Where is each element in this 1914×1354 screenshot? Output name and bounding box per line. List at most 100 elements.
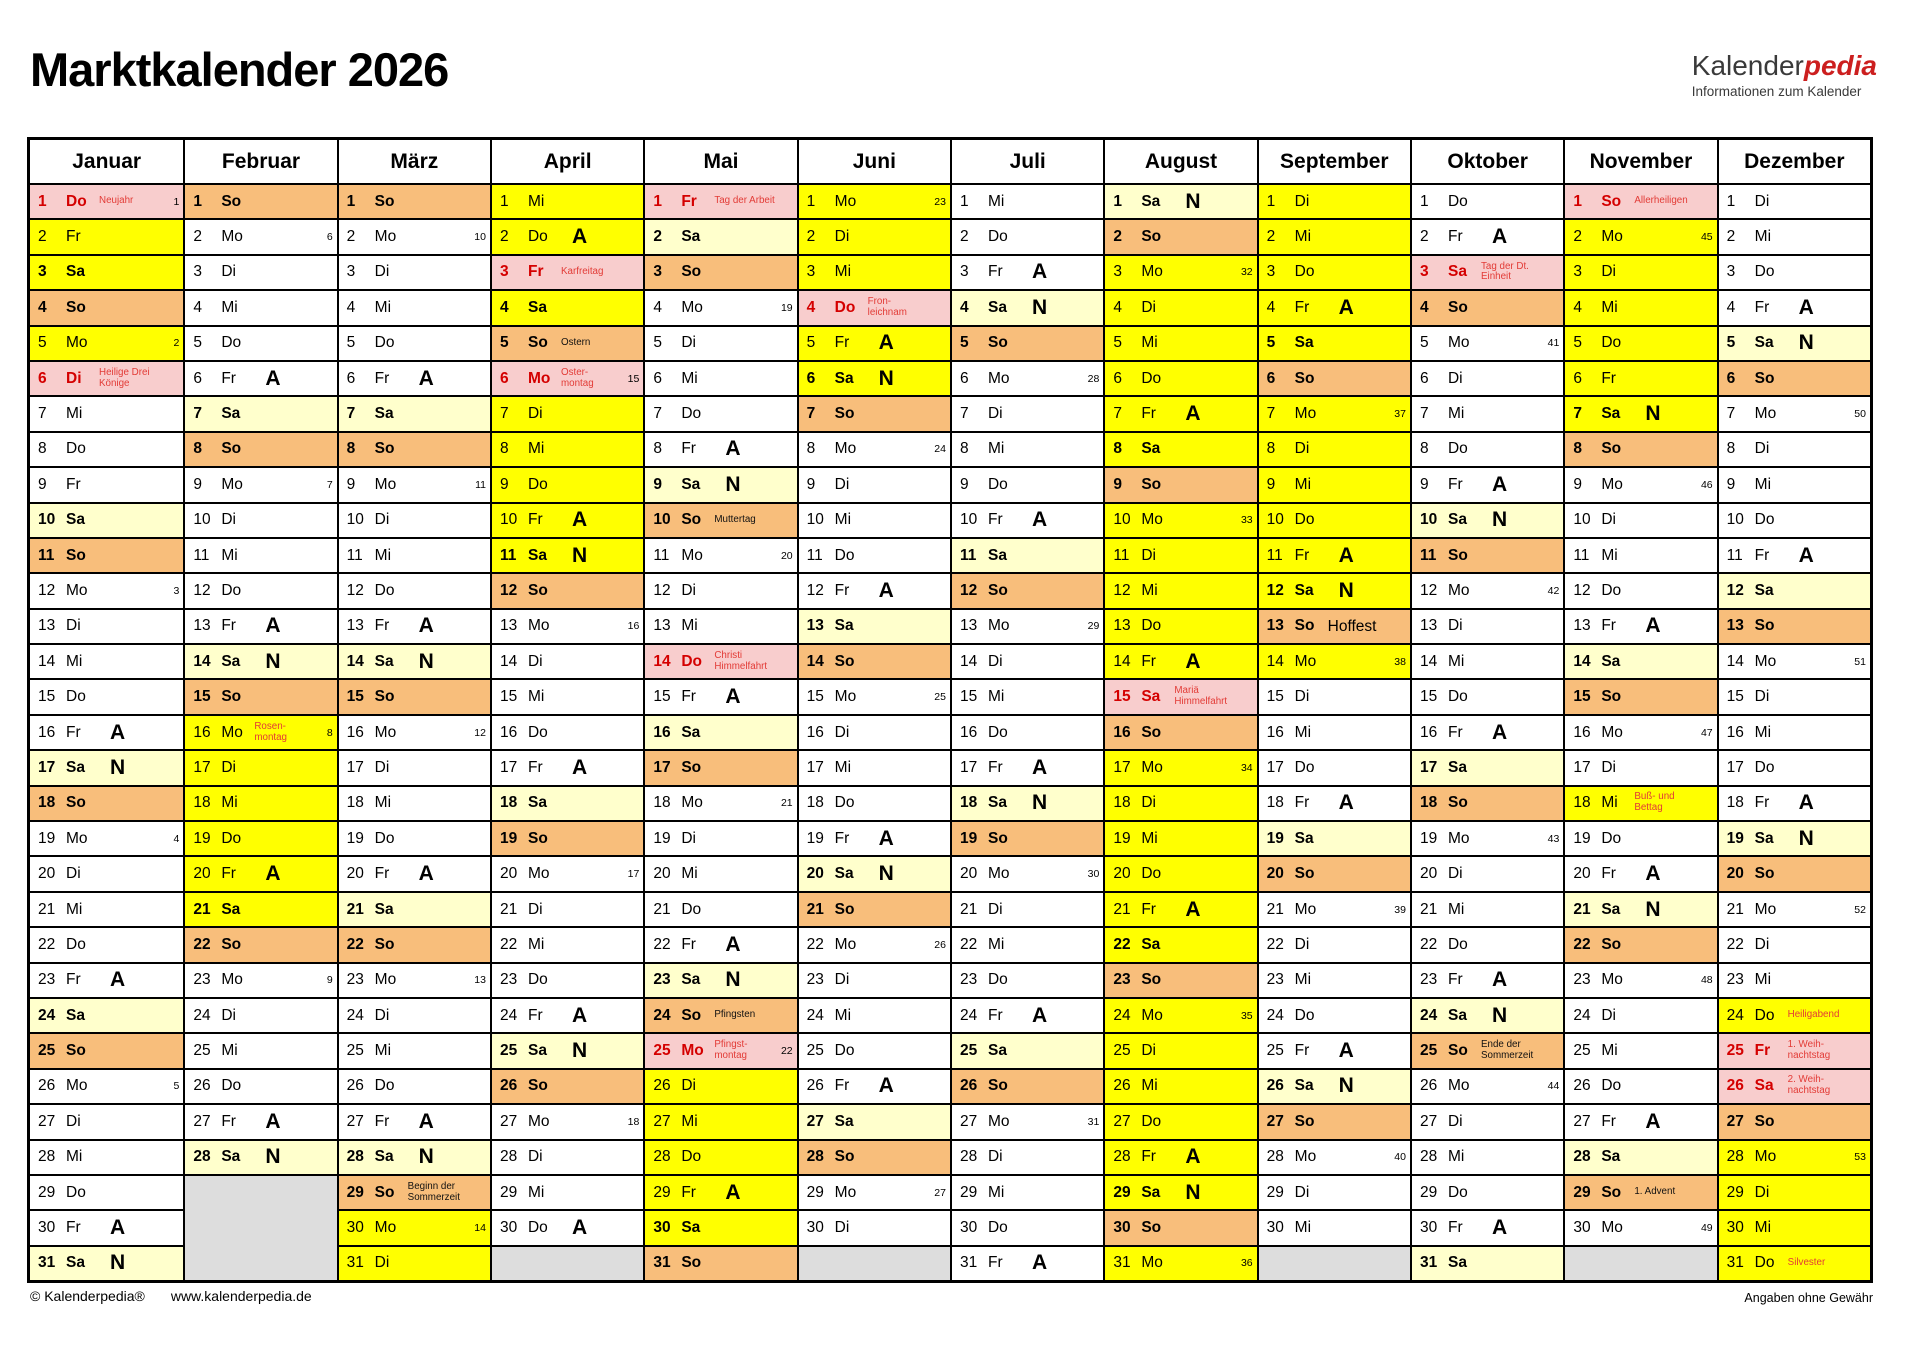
weekday-label: Sa [834,617,854,635]
month-column-dezember: Dezember 1 Di 2 Mi 3 Do 4 Fr A 5 Sa N 6 So 7 Mo 50 8 Di 9 Mi 1… [1716,140,1870,1281]
day-cell: 17 Mi [798,749,950,785]
day-number: 19 [193,829,211,847]
day-cell: 27 Fr A [185,1103,337,1139]
day-number: 2 [806,228,816,246]
day-cell: 4 Sa N [951,289,1104,325]
day-cell: 23 Fr A [1411,961,1564,997]
day-cell: 20 So [1258,855,1410,891]
weekday-label: Mi [1447,652,1465,670]
day-number: 31 [346,1254,364,1272]
weekday-label: Do [987,1219,1008,1237]
market-symbol-a: A [1491,1216,1509,1240]
day-cell: 19 Do [1565,820,1717,856]
day-number: 24 [1573,1006,1591,1024]
weekday-label: Di [66,1112,81,1130]
day-number: 4 [1419,298,1429,316]
holiday-note: Silvester [1787,1256,1826,1268]
weekday-label: Di [1294,440,1310,458]
day-cell: 8 Do [30,430,184,467]
day-number: 20 [959,865,978,883]
day-number: 23 [1726,971,1744,989]
day-cell: 9 Do [951,466,1104,502]
day-cell: 16 Do [491,713,644,750]
weekday-label: Mi [527,440,545,458]
holiday-note: Ende der Sommerzeit [1480,1039,1534,1062]
day-cell: 14 Sa N [338,643,490,679]
weekday-label: Sa [834,865,854,883]
day-number: 20 [806,865,824,883]
weekday-label: Fr [221,865,236,883]
weekday-label: Fr [374,1112,390,1130]
weekday-label: Mi [834,263,852,281]
day-cell: 19 Sa [1258,820,1410,856]
day-number: 8 [1266,440,1276,458]
weekday-label: Sa [1754,1077,1774,1095]
day-cell: 26 Mo 44 [1411,1067,1564,1104]
day-cell: 1 Mi [491,183,644,219]
market-symbol-a: A [418,366,435,390]
day-number: 26 [1266,1077,1284,1095]
weekday-label: Mo [1294,405,1317,423]
weekday-label: Sa [374,1148,394,1166]
day-number: 18 [1726,794,1744,812]
weekday-label: Mo [66,581,88,599]
day-cell: 26 Do [1565,1067,1717,1104]
day-number: 8 [38,440,47,458]
day-number: 14 [499,652,518,670]
weekday-label: Di [834,971,850,989]
day-number: 26 [653,1077,671,1095]
day-cell: 3 Di [1565,253,1717,290]
day-number: 26 [346,1077,364,1095]
day-cell: 12 Do [1565,572,1717,608]
day-number: 4 [806,298,816,316]
day-cell: 7 Mo 37 [1258,395,1410,431]
weekday-label: Do [1754,511,1775,529]
week-number: 39 [1394,903,1406,916]
market-symbol-n: N [1031,295,1049,319]
market-symbol-n: N [878,366,895,390]
day-number: 1 [193,192,202,210]
day-number: 14 [193,652,211,670]
day-number: 16 [959,723,978,741]
day-number: 12 [959,581,978,599]
week-number: 46 [1700,478,1713,491]
month-column-april: April 1 Mi 2 Do A 3 Fr Karfreitag 4 Sa 5 So Ostern 6 Mo… [489,140,644,1281]
day-number: 11 [1266,546,1283,564]
weekday-label: Mo [681,298,703,316]
weekday-label: Do [1447,935,1468,953]
weekday-label: Fr [1294,794,1310,812]
day-number: 27 [653,1112,671,1130]
day-cell: 10 Mo 33 [1105,501,1257,537]
day-number: 11 [193,546,210,564]
day-number: 7 [193,405,202,423]
market-symbol-n: N [1491,1003,1509,1027]
day-number: 23 [653,971,671,989]
logo-wordmark-black: Kalender [1691,50,1804,81]
market-symbol-a: A [418,862,435,886]
weekday-label: Di [66,369,82,387]
day-number: 22 [806,935,824,953]
weekday-label: So [1447,1042,1468,1060]
day-cell: 22 So [185,926,337,962]
weekday-label: Mi [66,405,83,423]
day-cell: 2 Di [798,218,950,254]
day-cell: 3 So [645,253,797,290]
day-number: 21 [959,900,978,918]
day-number: 10 [193,511,211,529]
day-number: 11 [806,546,823,564]
day-cell: 10 Sa N [1411,501,1564,537]
market-symbol-n: N [110,755,127,779]
week-number: 24 [934,443,946,456]
day-cell: 3 Di [185,253,337,290]
day-number: 29 [346,1183,364,1201]
weekday-label: Mi [987,192,1005,210]
month-column-november: November 1 So Allerheiligen 2 Mo 45 3 Di 4 Mi 5 Do 6 F… [1563,140,1717,1281]
day-number: 13 [1113,617,1131,635]
weekday-label: So [374,1183,395,1201]
weekday-label: Di [834,723,850,741]
day-cell: 9 Di [798,466,950,502]
weekday-label: Sa [221,1148,241,1166]
weekday-label: So [66,298,86,316]
week-number: 27 [934,1186,946,1199]
day-cell: 6 Do [1105,359,1257,396]
